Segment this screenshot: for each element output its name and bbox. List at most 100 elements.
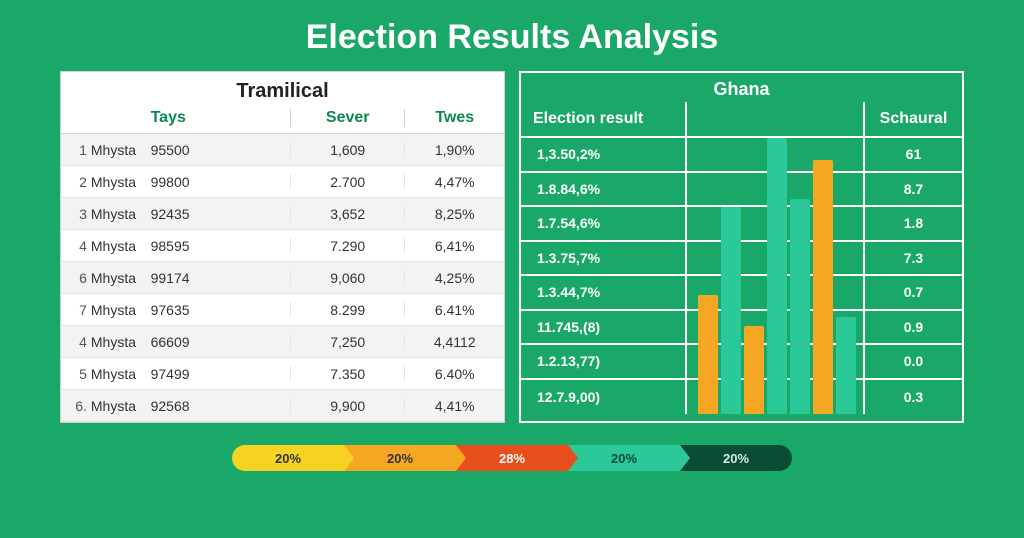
- table-row: 2Mhysta998002.7004,47%: [61, 166, 504, 198]
- row-sever: 1,609: [290, 142, 404, 158]
- row-schaural: 0.7: [863, 276, 962, 309]
- row-idx: 6.: [61, 398, 91, 414]
- col-election-result: Election result: [521, 110, 685, 128]
- table-row: 6Mhysta991749,0604,25%: [61, 262, 504, 294]
- table-row: 1.8.84,6% 8.7: [521, 173, 962, 208]
- table-row: 3Mhysta924353,6528,25%: [61, 198, 504, 230]
- row-idx: 4: [61, 238, 91, 254]
- row-sever: 2.700: [290, 174, 404, 190]
- row-name: Mhysta: [91, 366, 151, 382]
- row-idx: 3: [61, 206, 91, 222]
- row-result: 12.7.9,00): [521, 389, 685, 405]
- table-row: 7Mhysta976358.2996.41%: [61, 294, 504, 326]
- right-table: Ghana Election result Schaural 1,3.50,2%…: [519, 71, 964, 423]
- row-sever: 7,250: [290, 334, 404, 350]
- row-name: Mhysta: [91, 142, 151, 158]
- row-twes: 1,90%: [404, 142, 504, 158]
- row-chart-cell: [685, 207, 863, 240]
- row-schaural: 0.3: [863, 380, 962, 415]
- row-schaural: 1.8: [863, 207, 962, 240]
- row-twes: 4,25%: [404, 270, 504, 286]
- table-row: 1.3.75,7% 7.3: [521, 242, 962, 277]
- row-tays: 99174: [151, 270, 290, 286]
- row-name: Mhysta: [91, 206, 151, 222]
- table-row: 6.Mhysta925689,9004,41%: [61, 390, 504, 422]
- legend-segment: 28%: [456, 445, 568, 471]
- legend-label: 20%: [611, 451, 637, 466]
- row-twes: 6.41%: [404, 302, 504, 318]
- legend-label: 20%: [387, 451, 413, 466]
- col-tays: Tays: [151, 109, 290, 127]
- row-result: 1,3.50,2%: [521, 146, 685, 162]
- row-chart-cell: [685, 380, 863, 415]
- row-twes: 6.40%: [404, 366, 504, 382]
- row-sever: 8.299: [290, 302, 404, 318]
- left-table-title: Tramilical: [61, 72, 504, 105]
- row-name: Mhysta: [91, 174, 151, 190]
- row-tays: 92568: [151, 398, 290, 414]
- legend-segment: 20%: [344, 445, 456, 471]
- table-row: 4Mhysta666097,2504,4112: [61, 326, 504, 358]
- table-row: 5Mhysta974997.3506.40%: [61, 358, 504, 390]
- left-table-headers: Tays Sever Twes: [61, 105, 504, 134]
- right-table-headers: Election result Schaural: [521, 102, 962, 138]
- left-table-body: 1Mhysta955001,6091,90%2Mhysta998002.7004…: [61, 134, 504, 422]
- table-row: 4Mhysta985957.2906,41%: [61, 230, 504, 262]
- row-result: 1.3.75,7%: [521, 250, 685, 266]
- row-result: 1.2.13,77): [521, 353, 685, 369]
- table-row: 1.2.13,77) 0.0: [521, 345, 962, 380]
- row-tays: 98595: [151, 238, 290, 254]
- row-sever: 7.350: [290, 366, 404, 382]
- row-schaural: 61: [863, 138, 962, 171]
- row-sever: 7.290: [290, 238, 404, 254]
- row-result: 1.3.44,7%: [521, 284, 685, 300]
- row-chart-cell: [685, 173, 863, 206]
- row-idx: 1: [61, 142, 91, 158]
- page-title: Election Results Analysis: [0, 0, 1024, 71]
- row-result: 11.745,(8): [521, 319, 685, 335]
- row-twes: 4,4112: [404, 334, 504, 350]
- row-name: Mhysta: [91, 398, 151, 414]
- row-sever: 3,652: [290, 206, 404, 222]
- row-idx: 5: [61, 366, 91, 382]
- row-schaural: 7.3: [863, 242, 962, 275]
- row-twes: 8,25%: [404, 206, 504, 222]
- panels-container: Tramilical Tays Sever Twes 1Mhysta955001…: [0, 71, 1024, 423]
- row-name: Mhysta: [91, 302, 151, 318]
- row-twes: 4,47%: [404, 174, 504, 190]
- row-idx: 6: [61, 270, 91, 286]
- row-name: Mhysta: [91, 334, 151, 350]
- right-table-body: 1,3.50,2%611.8.84,6%8.71.7.54,6%1.81.3.7…: [521, 138, 962, 414]
- col-schaural: Schaural: [863, 102, 962, 136]
- row-tays: 95500: [151, 142, 290, 158]
- row-name: Mhysta: [91, 270, 151, 286]
- right-table-title: Ghana: [521, 73, 962, 102]
- row-tays: 97499: [151, 366, 290, 382]
- row-tays: 97635: [151, 302, 290, 318]
- row-idx: 4: [61, 334, 91, 350]
- table-row: 11.745,(8)0.9: [521, 311, 962, 346]
- table-row: 1.7.54,6% 1.8: [521, 207, 962, 242]
- row-name: Mhysta: [91, 238, 151, 254]
- row-schaural: 0.0: [863, 345, 962, 378]
- table-row: 1Mhysta955001,6091,90%: [61, 134, 504, 166]
- row-chart-cell: [685, 345, 863, 378]
- table-row: 1,3.50,2% 61: [521, 138, 962, 173]
- row-twes: 6,41%: [404, 238, 504, 254]
- row-chart-cell: [685, 242, 863, 275]
- row-idx: 2: [61, 174, 91, 190]
- table-row: 1.3.44,7% 0.7: [521, 276, 962, 311]
- row-chart-cell: [685, 276, 863, 309]
- legend-label: 20%: [275, 451, 301, 466]
- legend-segment: 20%: [568, 445, 680, 471]
- row-tays: 92435: [151, 206, 290, 222]
- row-result: 1.7.54,6%: [521, 215, 685, 231]
- legend-label: 20%: [723, 451, 749, 466]
- row-chart-cell: [685, 138, 863, 171]
- col-chart: [685, 102, 863, 136]
- legend-bar: 20% 20% 28% 20% 20%: [232, 445, 792, 471]
- table-row: 12.7.9,00) 0.3: [521, 380, 962, 415]
- row-result: 1.8.84,6%: [521, 181, 685, 197]
- legend-label: 28%: [499, 451, 525, 466]
- row-schaural: 8.7: [863, 173, 962, 206]
